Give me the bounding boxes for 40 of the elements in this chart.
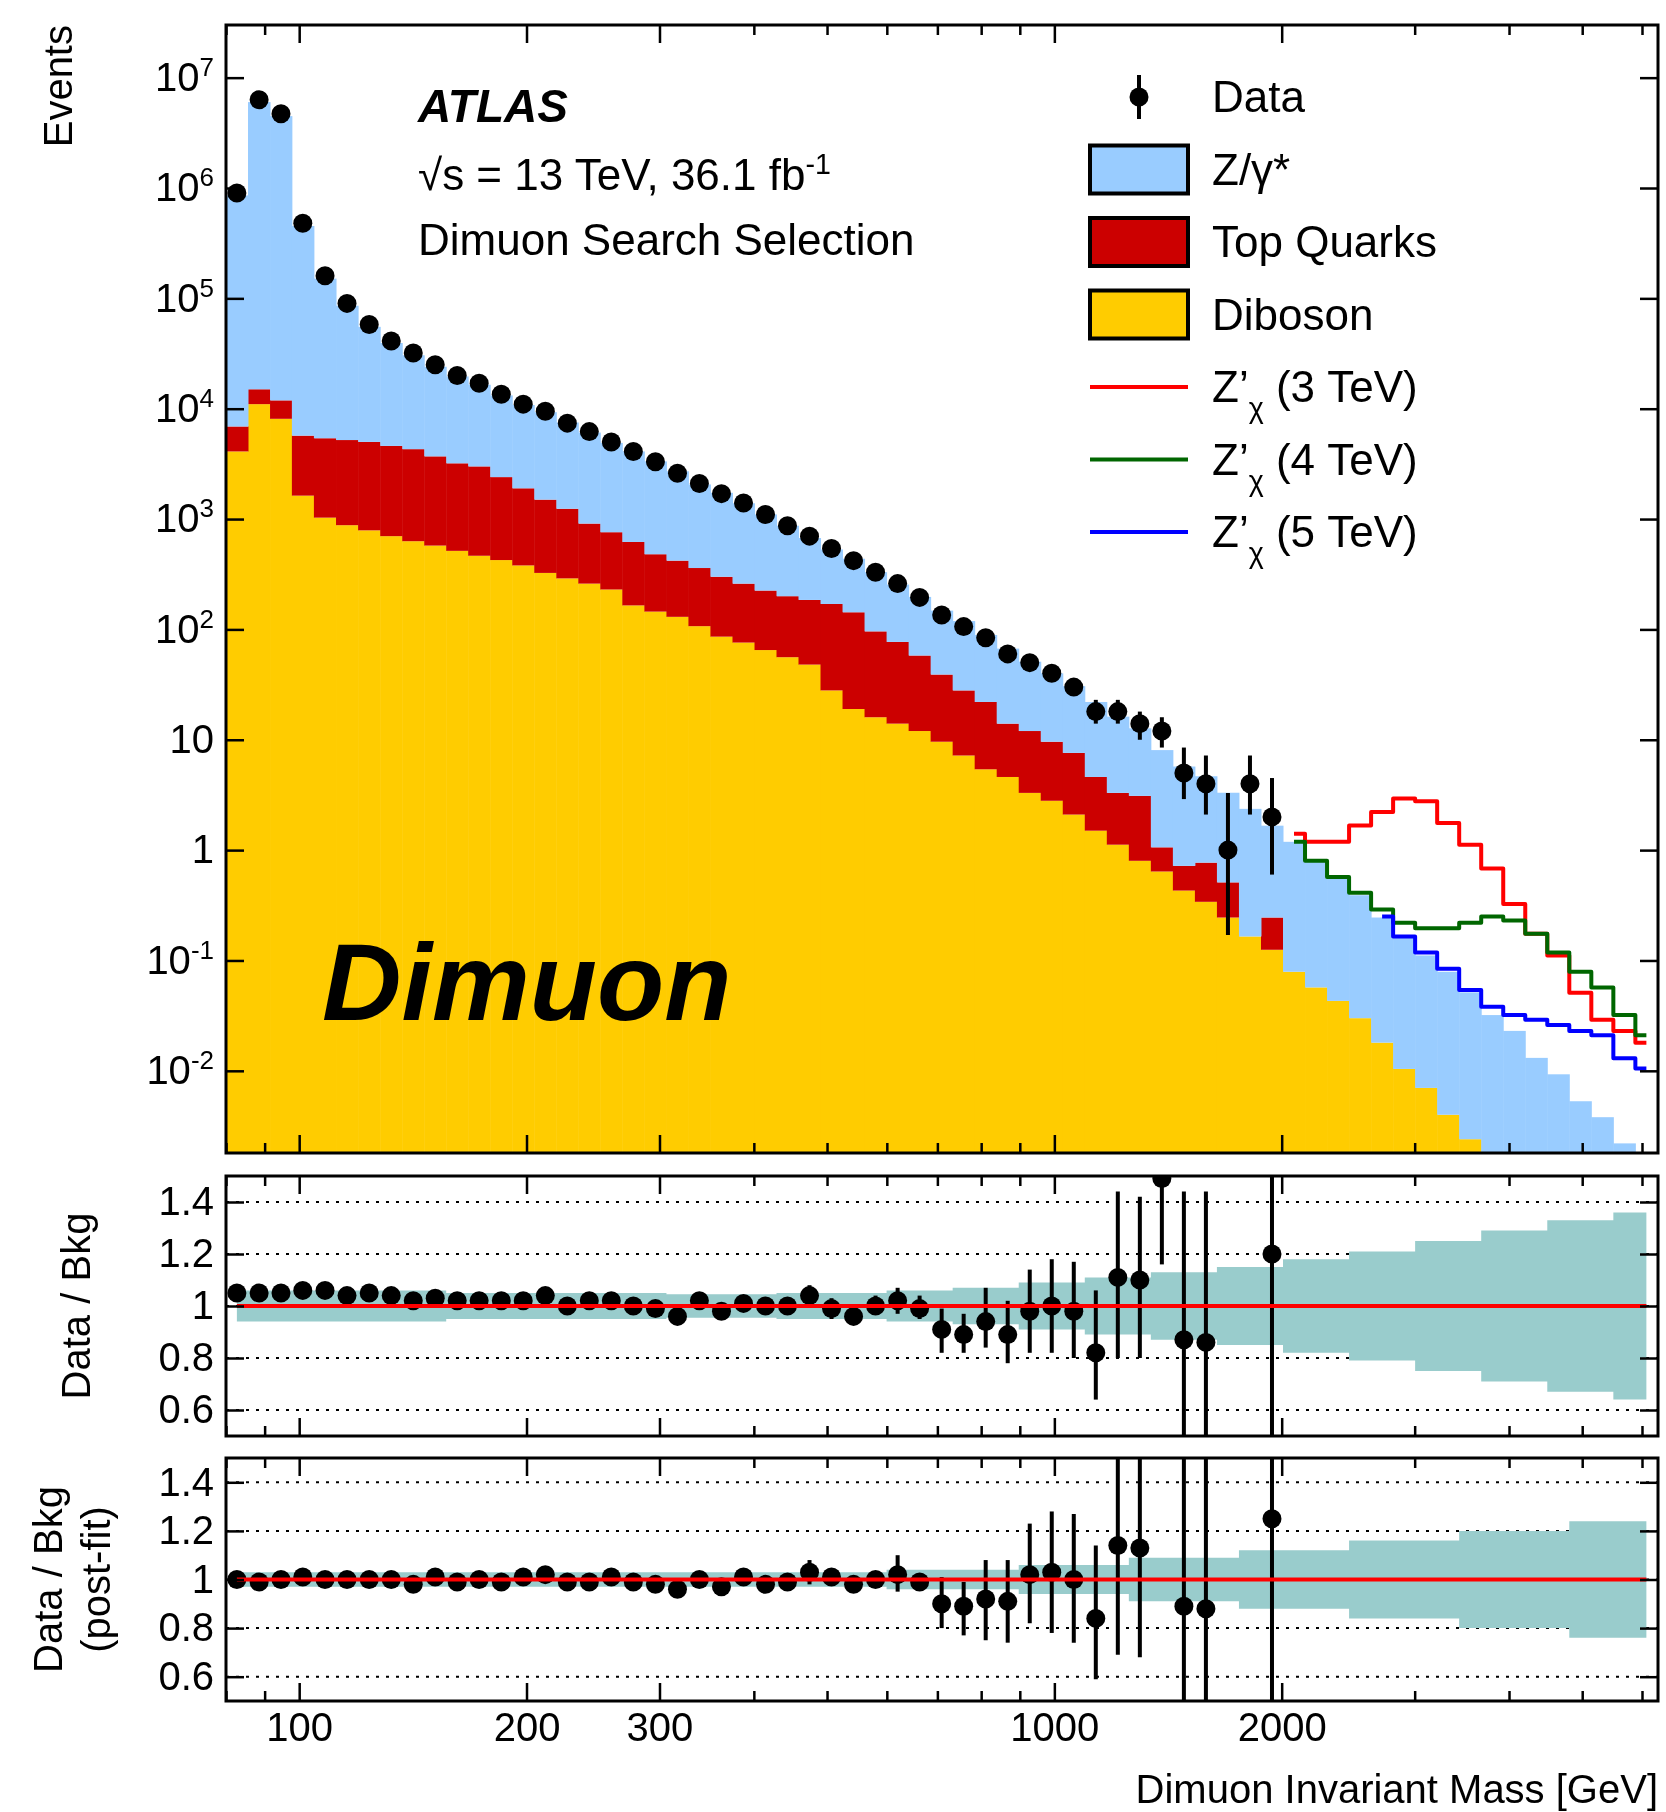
legend-label: Diboson (1212, 289, 1374, 339)
y-tick-label: 10$^{5}$ (155, 272, 214, 320)
y-tick-label: 1.4 (158, 1179, 214, 1224)
y-axis-title: Data / Bkg (post-fit) (26, 1486, 118, 1673)
y-tick-label: 0.6 (158, 1654, 214, 1698)
y-tick-label: 10$^{-1}$ (146, 934, 214, 982)
annotation: ATLAS (417, 80, 569, 132)
y-tick-label: 1.4 (158, 1459, 214, 1504)
y-tick-label: 10$^{3}$ (155, 493, 214, 541)
y-tick-label: 0.6 (158, 1387, 214, 1432)
y-tick-label: 1 (191, 1283, 214, 1328)
legend-label: Data (1212, 72, 1306, 121)
y-tick-label: 10$^{7}$ (155, 51, 214, 99)
legend-label: Z’$_{χ}$ (3 TeV) (1212, 362, 1418, 424)
x-tick-label: 100 (266, 1705, 334, 1750)
annotation: Dimuon (322, 920, 732, 1043)
annotation: Dimuon Search Selection (418, 215, 915, 264)
legend-label: Z’$_{χ}$ (5 TeV) (1212, 507, 1418, 569)
x-tick-label: 300 (626, 1705, 694, 1750)
x-tick-label: 2000 (1237, 1705, 1327, 1750)
x-axis-title: Dimuon Invariant Mass [GeV] (1135, 1767, 1658, 1811)
legend-label: Z’$_{χ}$ (4 TeV) (1212, 434, 1418, 497)
y-tick-label: 10$^{-2}$ (146, 1045, 214, 1093)
y-tick-label: 10$^{4}$ (155, 383, 214, 431)
y-tick-label: 10$^{6}$ (155, 162, 214, 210)
x-tick-label: 1000 (1010, 1705, 1100, 1750)
y-axis-title: Data / Bkg (54, 1212, 98, 1400)
y-tick-label: 1.2 (158, 1231, 214, 1276)
y-axis-title: Events (36, 25, 80, 148)
y-tick-label: 0.8 (158, 1335, 214, 1380)
y-tick-label: 10 (169, 717, 214, 762)
y-tick-label: 0.8 (158, 1605, 214, 1650)
y-tick-label: 1 (191, 827, 214, 872)
y-tick-label: 1 (191, 1556, 214, 1601)
y-tick-label: 10$^{2}$ (155, 603, 214, 651)
annotation: √s = 13 TeV, 36.1 fb$^{-1}$ (418, 148, 831, 199)
legend-label: Z/γ* (1212, 144, 1291, 194)
x-tick-label: 200 (493, 1705, 561, 1750)
y-tick-label: 1.2 (158, 1508, 214, 1553)
legend-label: Top Quarks (1212, 217, 1437, 266)
